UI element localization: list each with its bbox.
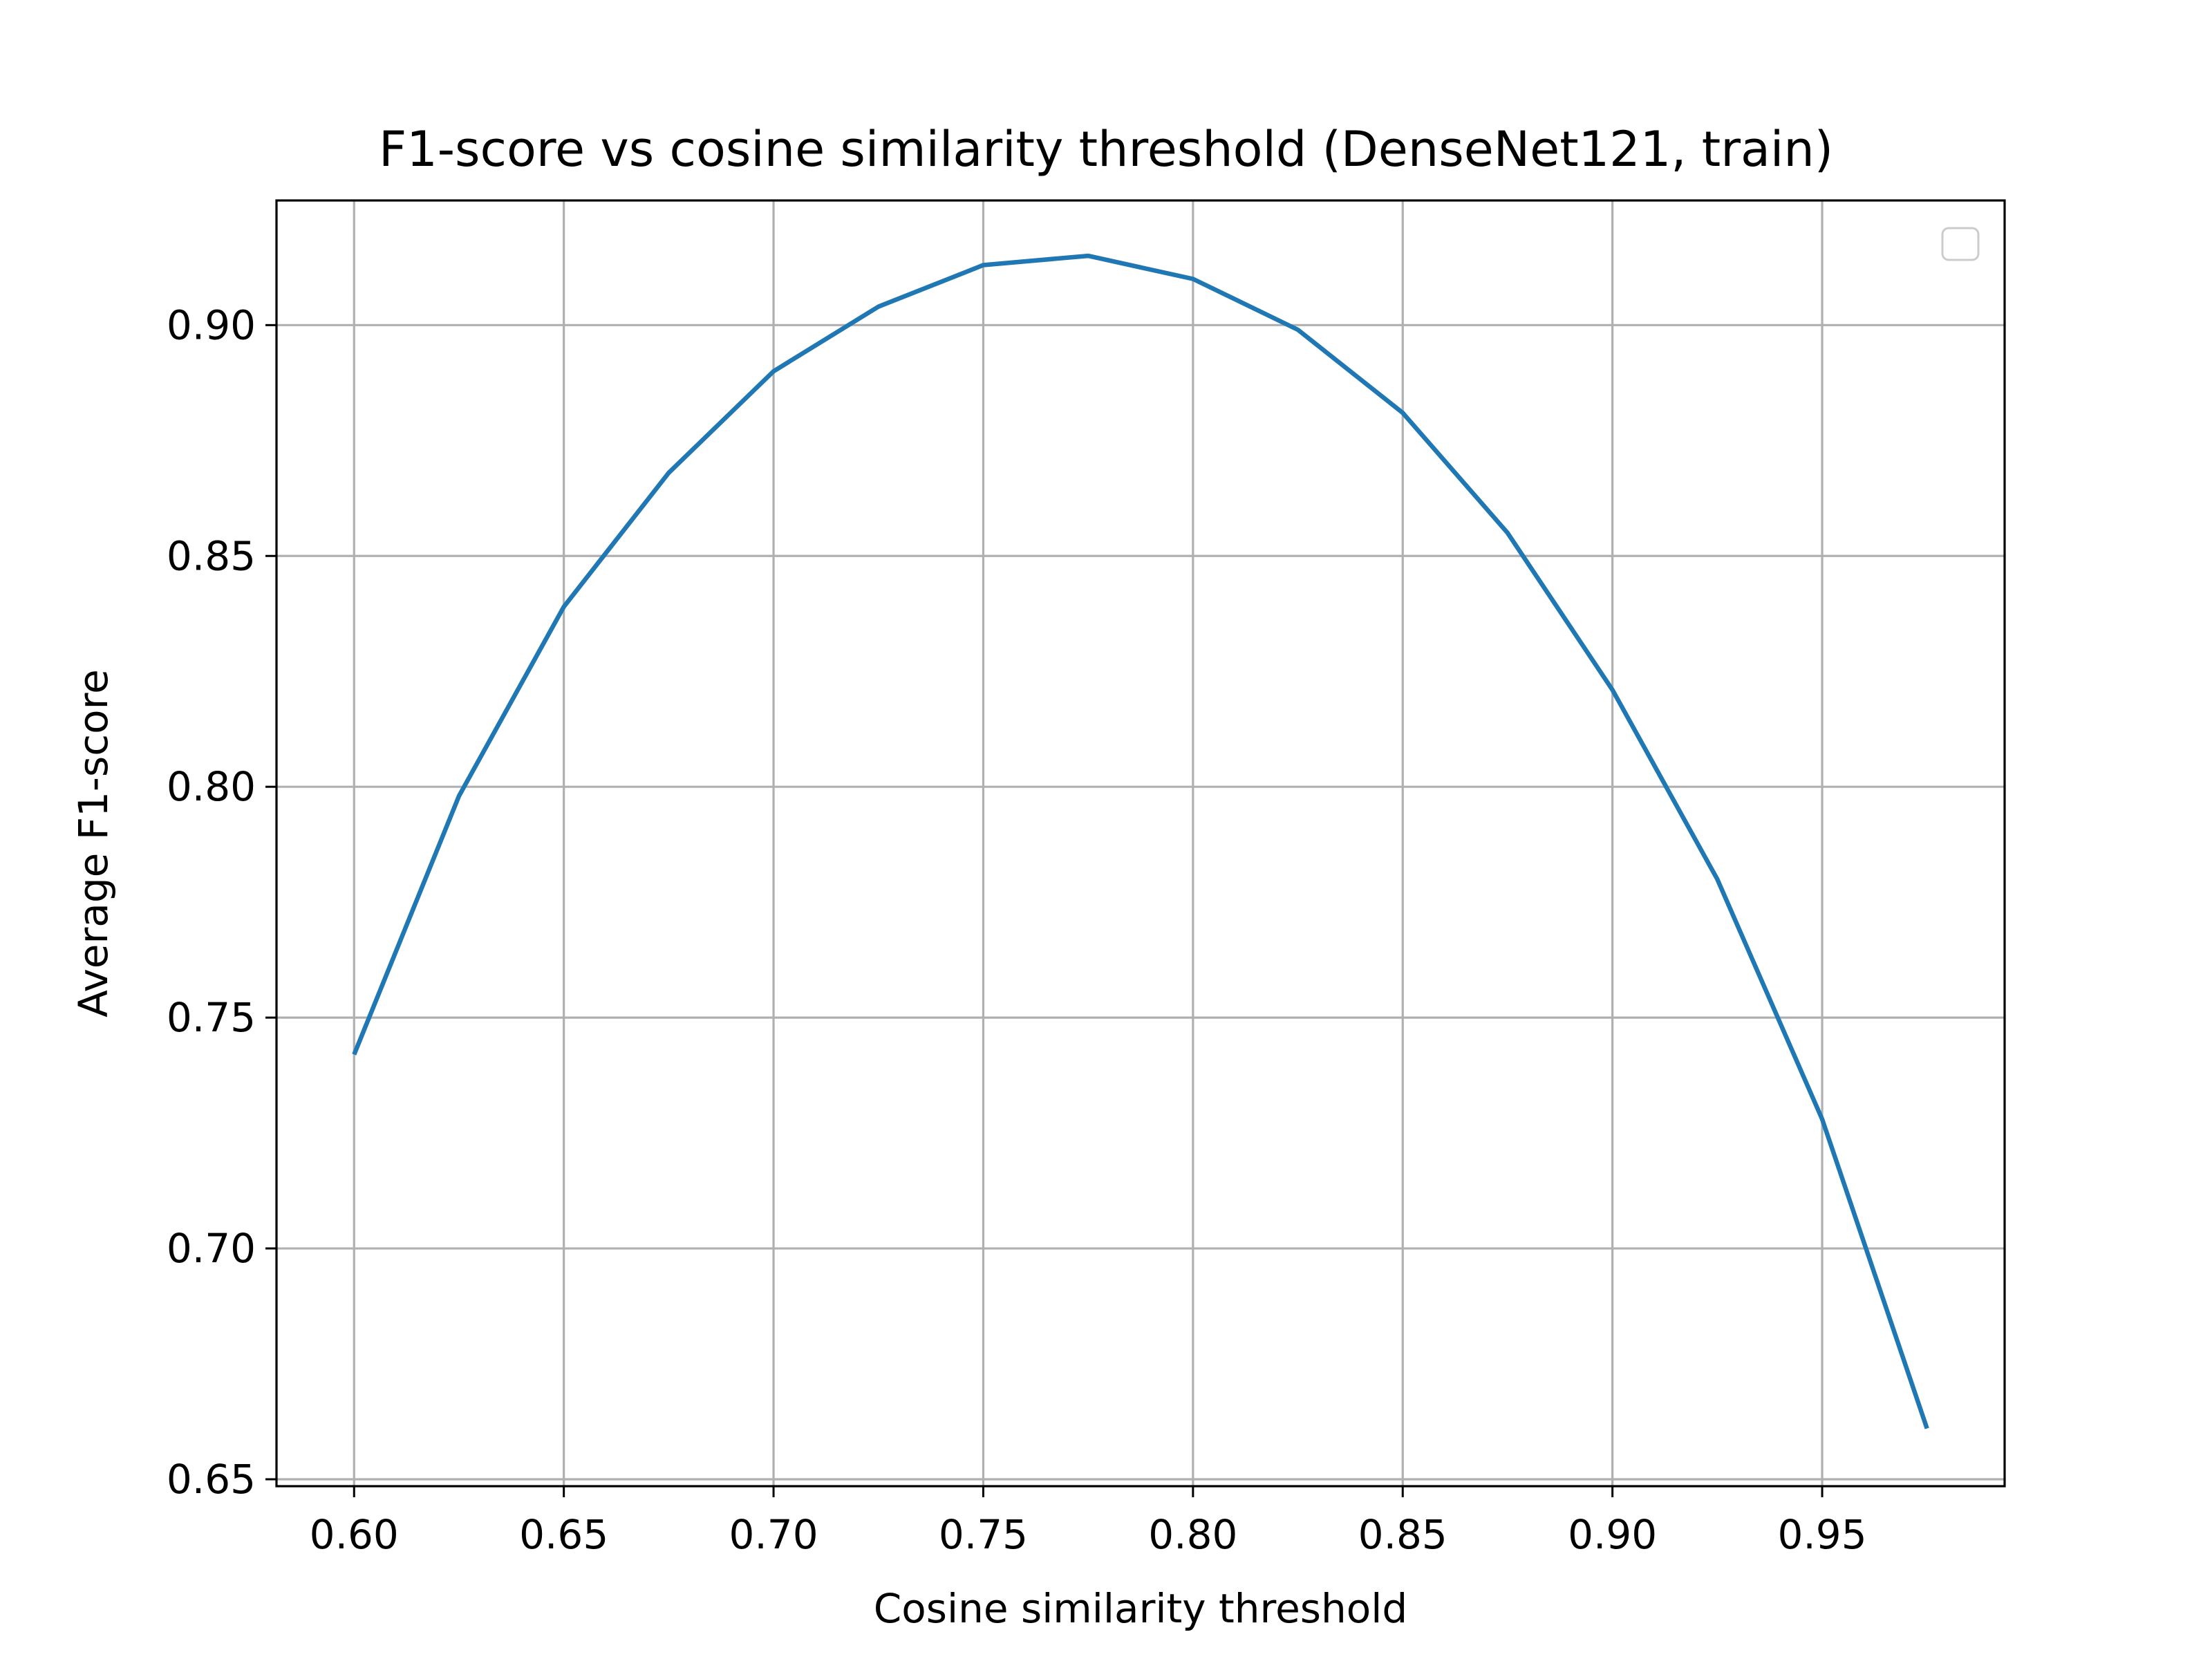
y-tick-label: 0.90	[167, 301, 256, 348]
series-layer	[352, 253, 1929, 1430]
chart-title: F1-score vs cosine similarity threshold …	[379, 121, 1833, 178]
x-tick-label: 0.75	[939, 1511, 1028, 1558]
series-line	[352, 253, 1929, 1430]
y-tick-label: 0.85	[167, 532, 256, 579]
legend-box	[1941, 227, 1980, 261]
x-tick-label: 0.60	[310, 1511, 399, 1558]
x-tick-label: 0.65	[519, 1511, 608, 1558]
x-tick-label: 0.70	[729, 1511, 818, 1558]
x-tick-label: 0.95	[1777, 1511, 1866, 1558]
y-tick-label: 0.65	[167, 1456, 256, 1503]
x-tick-label: 0.80	[1148, 1511, 1237, 1558]
y-tick-label: 0.80	[167, 763, 256, 810]
y-axis-label: Average F1-score	[70, 669, 117, 1018]
y-tick-label: 0.75	[167, 994, 256, 1041]
x-tick-label: 0.90	[1568, 1511, 1657, 1558]
y-axis-ticks: 0.65 0.70 0.75 0.80 0.85 0.90	[167, 301, 276, 1503]
x-axis-label: Cosine similarity threshold	[874, 1585, 1407, 1632]
plot-frame	[275, 199, 2006, 1488]
y-tick-label: 0.70	[167, 1225, 256, 1272]
x-axis-ticks: 0.60 0.65 0.70 0.75 0.80 0.85 0.90 0.95	[310, 1486, 1867, 1558]
x-tick-label: 0.85	[1358, 1511, 1447, 1558]
